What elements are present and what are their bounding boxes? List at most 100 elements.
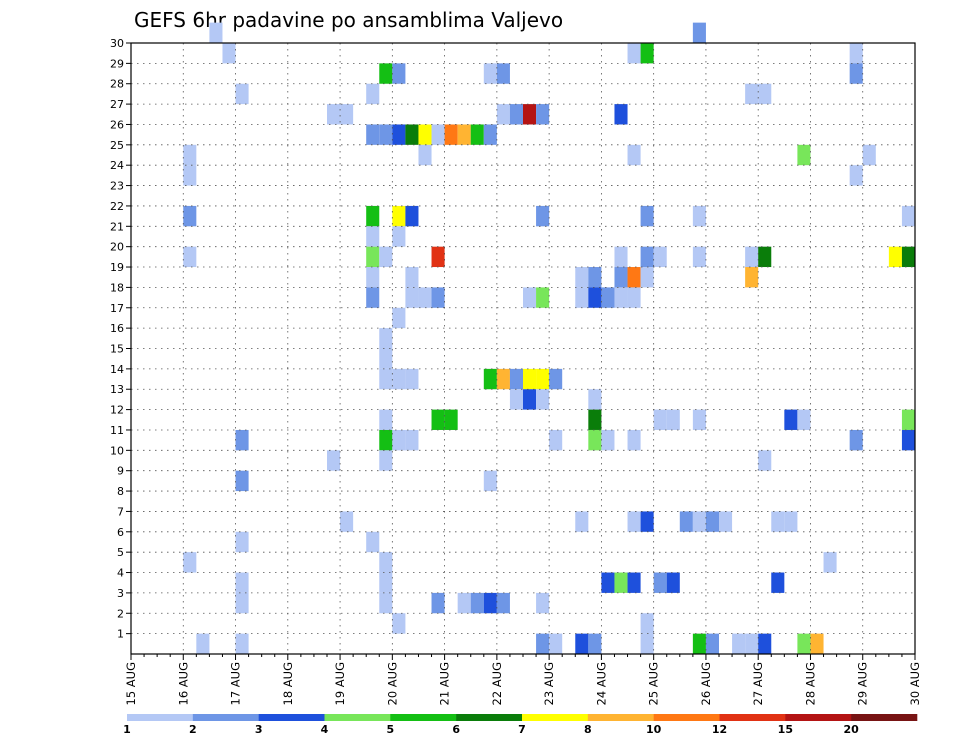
legend-label: 2 bbox=[189, 723, 197, 736]
precip-cell bbox=[849, 43, 863, 64]
legend-swatch bbox=[522, 714, 589, 721]
x-tick-label: 20 AUG bbox=[385, 662, 399, 705]
x-tick-label: 18 AUG bbox=[281, 662, 295, 705]
y-tick-label: 15 bbox=[110, 343, 124, 356]
precip-cell bbox=[758, 450, 772, 471]
precip-cell bbox=[719, 511, 733, 532]
precip-cell bbox=[431, 124, 445, 145]
precip-cell bbox=[366, 124, 380, 145]
x-axis: 15 AUG 16 AUG 17 AUG 18 AUG 19 AUG 20 AUG 21 A… bbox=[124, 654, 922, 705]
precip-cell bbox=[366, 226, 380, 247]
x-tick-label: 17 AUG bbox=[229, 662, 243, 705]
precip-cell bbox=[575, 633, 589, 654]
precip-cell bbox=[235, 83, 249, 105]
precip-cell bbox=[549, 368, 563, 390]
precip-cell bbox=[431, 246, 445, 268]
precip-cell bbox=[901, 205, 915, 227]
precip-cell bbox=[640, 613, 654, 634]
precip-cell bbox=[692, 511, 706, 532]
legend-swatch bbox=[785, 714, 852, 721]
precip-cell bbox=[392, 368, 406, 390]
precip-cell bbox=[366, 83, 380, 105]
precip-cell bbox=[640, 246, 654, 268]
precip-cell bbox=[509, 368, 523, 390]
legend-label: 12 bbox=[712, 723, 727, 736]
precip-cell bbox=[457, 124, 471, 145]
x-tick-label: 19 AUG bbox=[333, 662, 347, 705]
legend-label: 15 bbox=[778, 723, 793, 736]
precip-cell bbox=[666, 572, 680, 593]
precip-cell bbox=[862, 144, 876, 166]
y-tick-label: 12 bbox=[110, 404, 124, 417]
precip-cell bbox=[549, 633, 563, 654]
precip-cell bbox=[549, 429, 563, 451]
precip-cell bbox=[588, 389, 602, 410]
precip-cell bbox=[758, 633, 772, 654]
precip-cell bbox=[392, 205, 406, 227]
precip-cell bbox=[614, 572, 628, 593]
precip-cell bbox=[745, 246, 759, 268]
precip-cell bbox=[849, 63, 863, 84]
precip-cell bbox=[379, 429, 393, 451]
legend-swatch bbox=[127, 714, 194, 721]
precip-cell bbox=[536, 368, 550, 390]
legend-label: 8 bbox=[584, 723, 592, 736]
y-tick-label: 5 bbox=[117, 546, 124, 559]
precip-cell bbox=[705, 633, 719, 654]
precip-cell bbox=[849, 429, 863, 451]
y-tick-label: 26 bbox=[110, 118, 124, 131]
precip-cell bbox=[627, 511, 641, 532]
precip-cell bbox=[627, 572, 641, 593]
x-tick-label: 15 AUG bbox=[124, 662, 138, 705]
y-tick-label: 9 bbox=[117, 465, 124, 478]
precip-cell bbox=[405, 267, 419, 288]
precip-cell bbox=[379, 368, 393, 390]
precip-cell bbox=[901, 409, 915, 430]
grid-layer bbox=[130, 42, 916, 654]
precip-cell bbox=[379, 328, 393, 349]
precip-cell bbox=[627, 287, 641, 308]
y-tick-label: 27 bbox=[110, 98, 124, 111]
precip-cell bbox=[235, 592, 249, 614]
x-tick-label: 16 AUG bbox=[176, 662, 190, 705]
precip-cell bbox=[692, 22, 706, 43]
precip-cell bbox=[575, 287, 589, 308]
legend-swatch bbox=[653, 714, 720, 721]
precip-cell bbox=[366, 267, 380, 288]
precip-cell bbox=[235, 633, 249, 654]
precip-cell bbox=[901, 246, 915, 268]
precip-cell bbox=[392, 429, 406, 451]
precip-cell bbox=[379, 572, 393, 593]
y-tick-label: 23 bbox=[110, 180, 124, 193]
precip-cell bbox=[235, 531, 249, 553]
precip-cell bbox=[235, 429, 249, 451]
precip-cell bbox=[183, 144, 197, 166]
precip-cell bbox=[692, 205, 706, 227]
precip-cell bbox=[405, 287, 419, 308]
y-tick-label: 22 bbox=[110, 200, 124, 213]
y-tick-label: 3 bbox=[117, 587, 124, 600]
precip-cell bbox=[771, 511, 785, 532]
precip-cell bbox=[666, 409, 680, 430]
precip-cell bbox=[496, 368, 510, 390]
y-tick-label: 21 bbox=[110, 220, 124, 233]
y-tick-label: 29 bbox=[110, 57, 124, 70]
precip-cell bbox=[640, 633, 654, 654]
precip-cell bbox=[183, 552, 197, 573]
y-tick-label: 13 bbox=[110, 383, 124, 396]
precip-cell bbox=[653, 572, 667, 593]
precip-cell bbox=[366, 246, 380, 268]
precip-cell bbox=[431, 287, 445, 308]
precip-cell bbox=[222, 43, 236, 64]
precip-cell bbox=[509, 389, 523, 410]
precip-cell bbox=[366, 531, 380, 553]
y-tick-label: 8 bbox=[117, 485, 124, 498]
precip-cell bbox=[627, 267, 641, 288]
precip-cell bbox=[483, 63, 497, 84]
precip-cell bbox=[379, 450, 393, 471]
chart-title: GEFS 6hr padavine po ansamblima Valjevo bbox=[134, 8, 563, 32]
legend-swatch bbox=[851, 714, 918, 721]
y-tick-label: 7 bbox=[117, 505, 124, 518]
precip-cell bbox=[183, 165, 197, 186]
y-tick-label: 25 bbox=[110, 139, 124, 152]
